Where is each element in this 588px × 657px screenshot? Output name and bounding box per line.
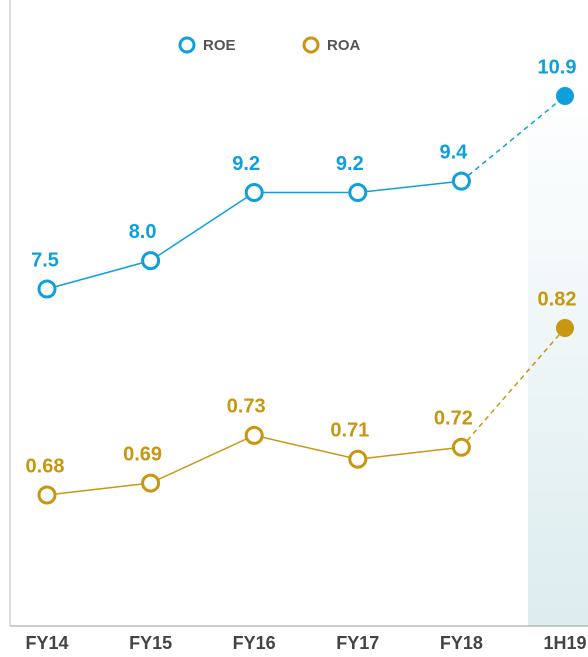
data-label: 7.5 — [31, 249, 59, 271]
point — [244, 183, 264, 202]
point — [451, 171, 471, 191]
point — [348, 183, 368, 202]
series-line-projected — [460, 95, 566, 182]
data-label: 0.82 — [538, 288, 577, 310]
highlight-band — [528, 80, 588, 626]
point — [141, 473, 161, 493]
point — [556, 319, 574, 337]
data-label: 9.2 — [232, 153, 260, 175]
x-tick-label: FY17 — [336, 633, 379, 653]
point — [37, 279, 57, 299]
data-label: 10.9 — [538, 56, 577, 78]
data-label: 0.68 — [26, 455, 65, 477]
data-label: 9.4 — [439, 141, 468, 163]
legend-label: ROA — [327, 37, 361, 54]
data-label: 9.2 — [336, 153, 364, 175]
point — [451, 437, 471, 457]
data-label: 0.71 — [330, 419, 369, 441]
data-label: 8.0 — [129, 221, 157, 243]
data-label: 0.73 — [227, 396, 266, 418]
x-tick-label: FY18 — [440, 633, 483, 653]
legend-label: ROE — [203, 37, 236, 54]
x-tick-label: 1H19 — [543, 633, 586, 653]
x-tick-label: FY15 — [129, 633, 172, 653]
point — [244, 425, 264, 445]
x-tick-label: FY14 — [25, 633, 68, 653]
x-tick-label: FY16 — [233, 633, 276, 653]
data-label: 0.72 — [434, 408, 473, 430]
legend-marker — [302, 36, 320, 54]
data-label: 0.69 — [123, 443, 162, 465]
point — [556, 87, 574, 105]
point — [141, 251, 161, 271]
legend-marker — [178, 36, 196, 54]
point — [348, 449, 368, 469]
point — [37, 485, 57, 505]
